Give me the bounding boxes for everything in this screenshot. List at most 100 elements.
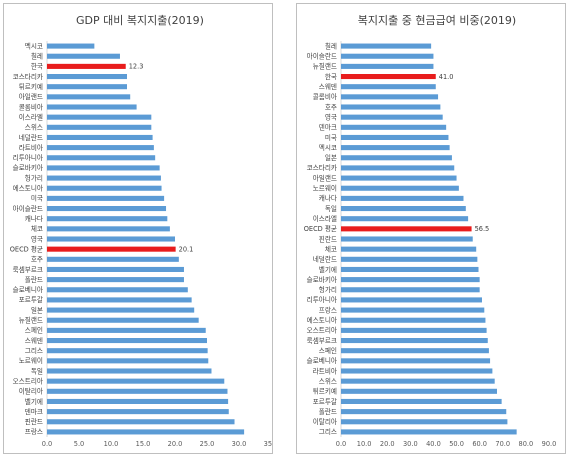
chart-panel-right: 복지지출 중 현금급여 비중(2019) 칠레 아이슬란드 뉴질랜드 한국 41.0 스웨덴…: [296, 3, 566, 454]
bar-item: [341, 104, 441, 110]
category-label: 콜롬비아: [313, 92, 337, 101]
bar-item: [341, 388, 497, 394]
bar-item: [341, 63, 434, 69]
category-label: 칠레: [31, 52, 43, 61]
category-label: 독일: [325, 204, 337, 213]
bar-item: [47, 409, 229, 415]
bar-highlight: [47, 246, 176, 252]
category-label: 오스트리아: [307, 326, 337, 335]
bar-item: [341, 277, 480, 283]
category-label: 에스토니아: [13, 184, 43, 193]
category-label: 스페인: [319, 346, 337, 355]
x-tick-label: 20.0: [168, 440, 183, 448]
bar-item: [341, 206, 466, 212]
x-tick-label: 70.0: [495, 440, 510, 448]
category-label: 뉴질랜드: [313, 62, 337, 71]
category-label: 프랑스: [319, 306, 337, 314]
category-label: 네덜란드: [313, 255, 337, 264]
bar-item: [47, 175, 161, 181]
bar-item: [47, 216, 168, 222]
bar-item: [47, 327, 206, 333]
bar-item: [341, 114, 443, 120]
category-label: 노르웨이: [19, 356, 43, 365]
category-label: 튀르키예: [19, 82, 43, 91]
category-label: OECD 평균: [304, 224, 337, 233]
bar-item: [47, 134, 153, 140]
x-tick-label: 30.0: [403, 440, 418, 448]
category-label: 프랑스: [25, 428, 43, 436]
bar-item: [341, 124, 447, 130]
category-label: 그리스: [25, 346, 43, 355]
category-label: 체코: [325, 245, 337, 253]
bar-item: [47, 53, 120, 59]
category-label: 라트비아: [19, 143, 43, 152]
x-tick-label: 0.0: [42, 440, 53, 448]
data-label: 56.5: [475, 225, 490, 233]
category-label: 아이슬란드: [307, 52, 337, 61]
category-label: 이스라엘: [313, 214, 337, 223]
category-label: 캐나다: [25, 214, 43, 223]
category-label: 슬로바키아: [307, 275, 337, 284]
category-label: 헝가리: [319, 285, 337, 294]
category-label: 영국: [325, 112, 337, 121]
x-tick-label: 35.0: [264, 440, 272, 448]
category-label: 한국: [325, 73, 337, 81]
category-label: 스웨덴: [25, 336, 43, 345]
category-label: 덴마크: [319, 123, 337, 132]
bar-item: [341, 145, 450, 151]
category-label: 스웨덴: [319, 82, 337, 91]
bar-item: [341, 307, 485, 313]
category-label: 캐나다: [319, 194, 337, 203]
bar-item: [47, 145, 154, 151]
x-tick-label: 25.0: [200, 440, 215, 448]
bar-item: [341, 246, 477, 252]
category-label: 슬로베니아: [13, 285, 43, 294]
category-label: 이스라엘: [19, 112, 43, 121]
bar-item: [47, 94, 131, 100]
category-label: 룩셈부르크: [307, 336, 337, 345]
category-label: 체코: [31, 225, 43, 233]
category-label: 핀란드: [25, 417, 43, 426]
category-label: 라트비아: [313, 366, 337, 375]
bar-item: [341, 155, 452, 161]
bar-item: [47, 185, 162, 191]
category-label: 미국: [325, 133, 337, 142]
bar-item: [341, 94, 439, 100]
category-label: 일본: [31, 305, 43, 314]
category-label: 헝가리: [25, 173, 43, 182]
category-label: 코스타리카: [13, 72, 43, 81]
category-label: 네덜란드: [19, 133, 43, 142]
category-label: 이탈리아: [313, 417, 337, 426]
bar-item: [341, 368, 493, 374]
bar-item: [47, 84, 127, 90]
bar-item: [47, 358, 209, 364]
category-label: 에스토니아: [307, 316, 337, 325]
bar-item: [341, 317, 486, 323]
bar-item: [47, 338, 207, 344]
category-label: 포르투갈: [19, 296, 43, 304]
category-label: 폴란드: [25, 276, 43, 284]
bar-item: [341, 348, 489, 354]
x-tick-label: 40.0: [426, 440, 441, 448]
data-label: 41.0: [439, 73, 454, 81]
bar-item: [47, 114, 152, 120]
bar-highlight: [47, 63, 126, 69]
bar-item: [47, 195, 165, 201]
x-tick-label: 10.0: [357, 440, 372, 448]
bar-item: [47, 43, 95, 49]
bar-item: [47, 287, 188, 293]
data-label: 20.1: [179, 245, 194, 253]
bar-item: [341, 266, 479, 272]
category-label: 슬로베니아: [307, 356, 337, 365]
x-tick-label: 15.0: [136, 440, 151, 448]
bar-item: [341, 165, 455, 171]
bar-item: [341, 419, 508, 425]
category-label: 룩셈부르크: [13, 265, 43, 274]
bar-item: [47, 297, 192, 303]
bar-item: [341, 409, 507, 415]
category-label: 노르웨이: [313, 184, 337, 193]
chart-panel-left: GDP 대비 복지지출(2019) 멕시코 칠레 한국 12.3 코스타리카 튀르키예 아일랜…: [3, 3, 273, 454]
bar-item: [341, 84, 436, 90]
chart-title: GDP 대비 복지지출(2019): [76, 14, 204, 27]
